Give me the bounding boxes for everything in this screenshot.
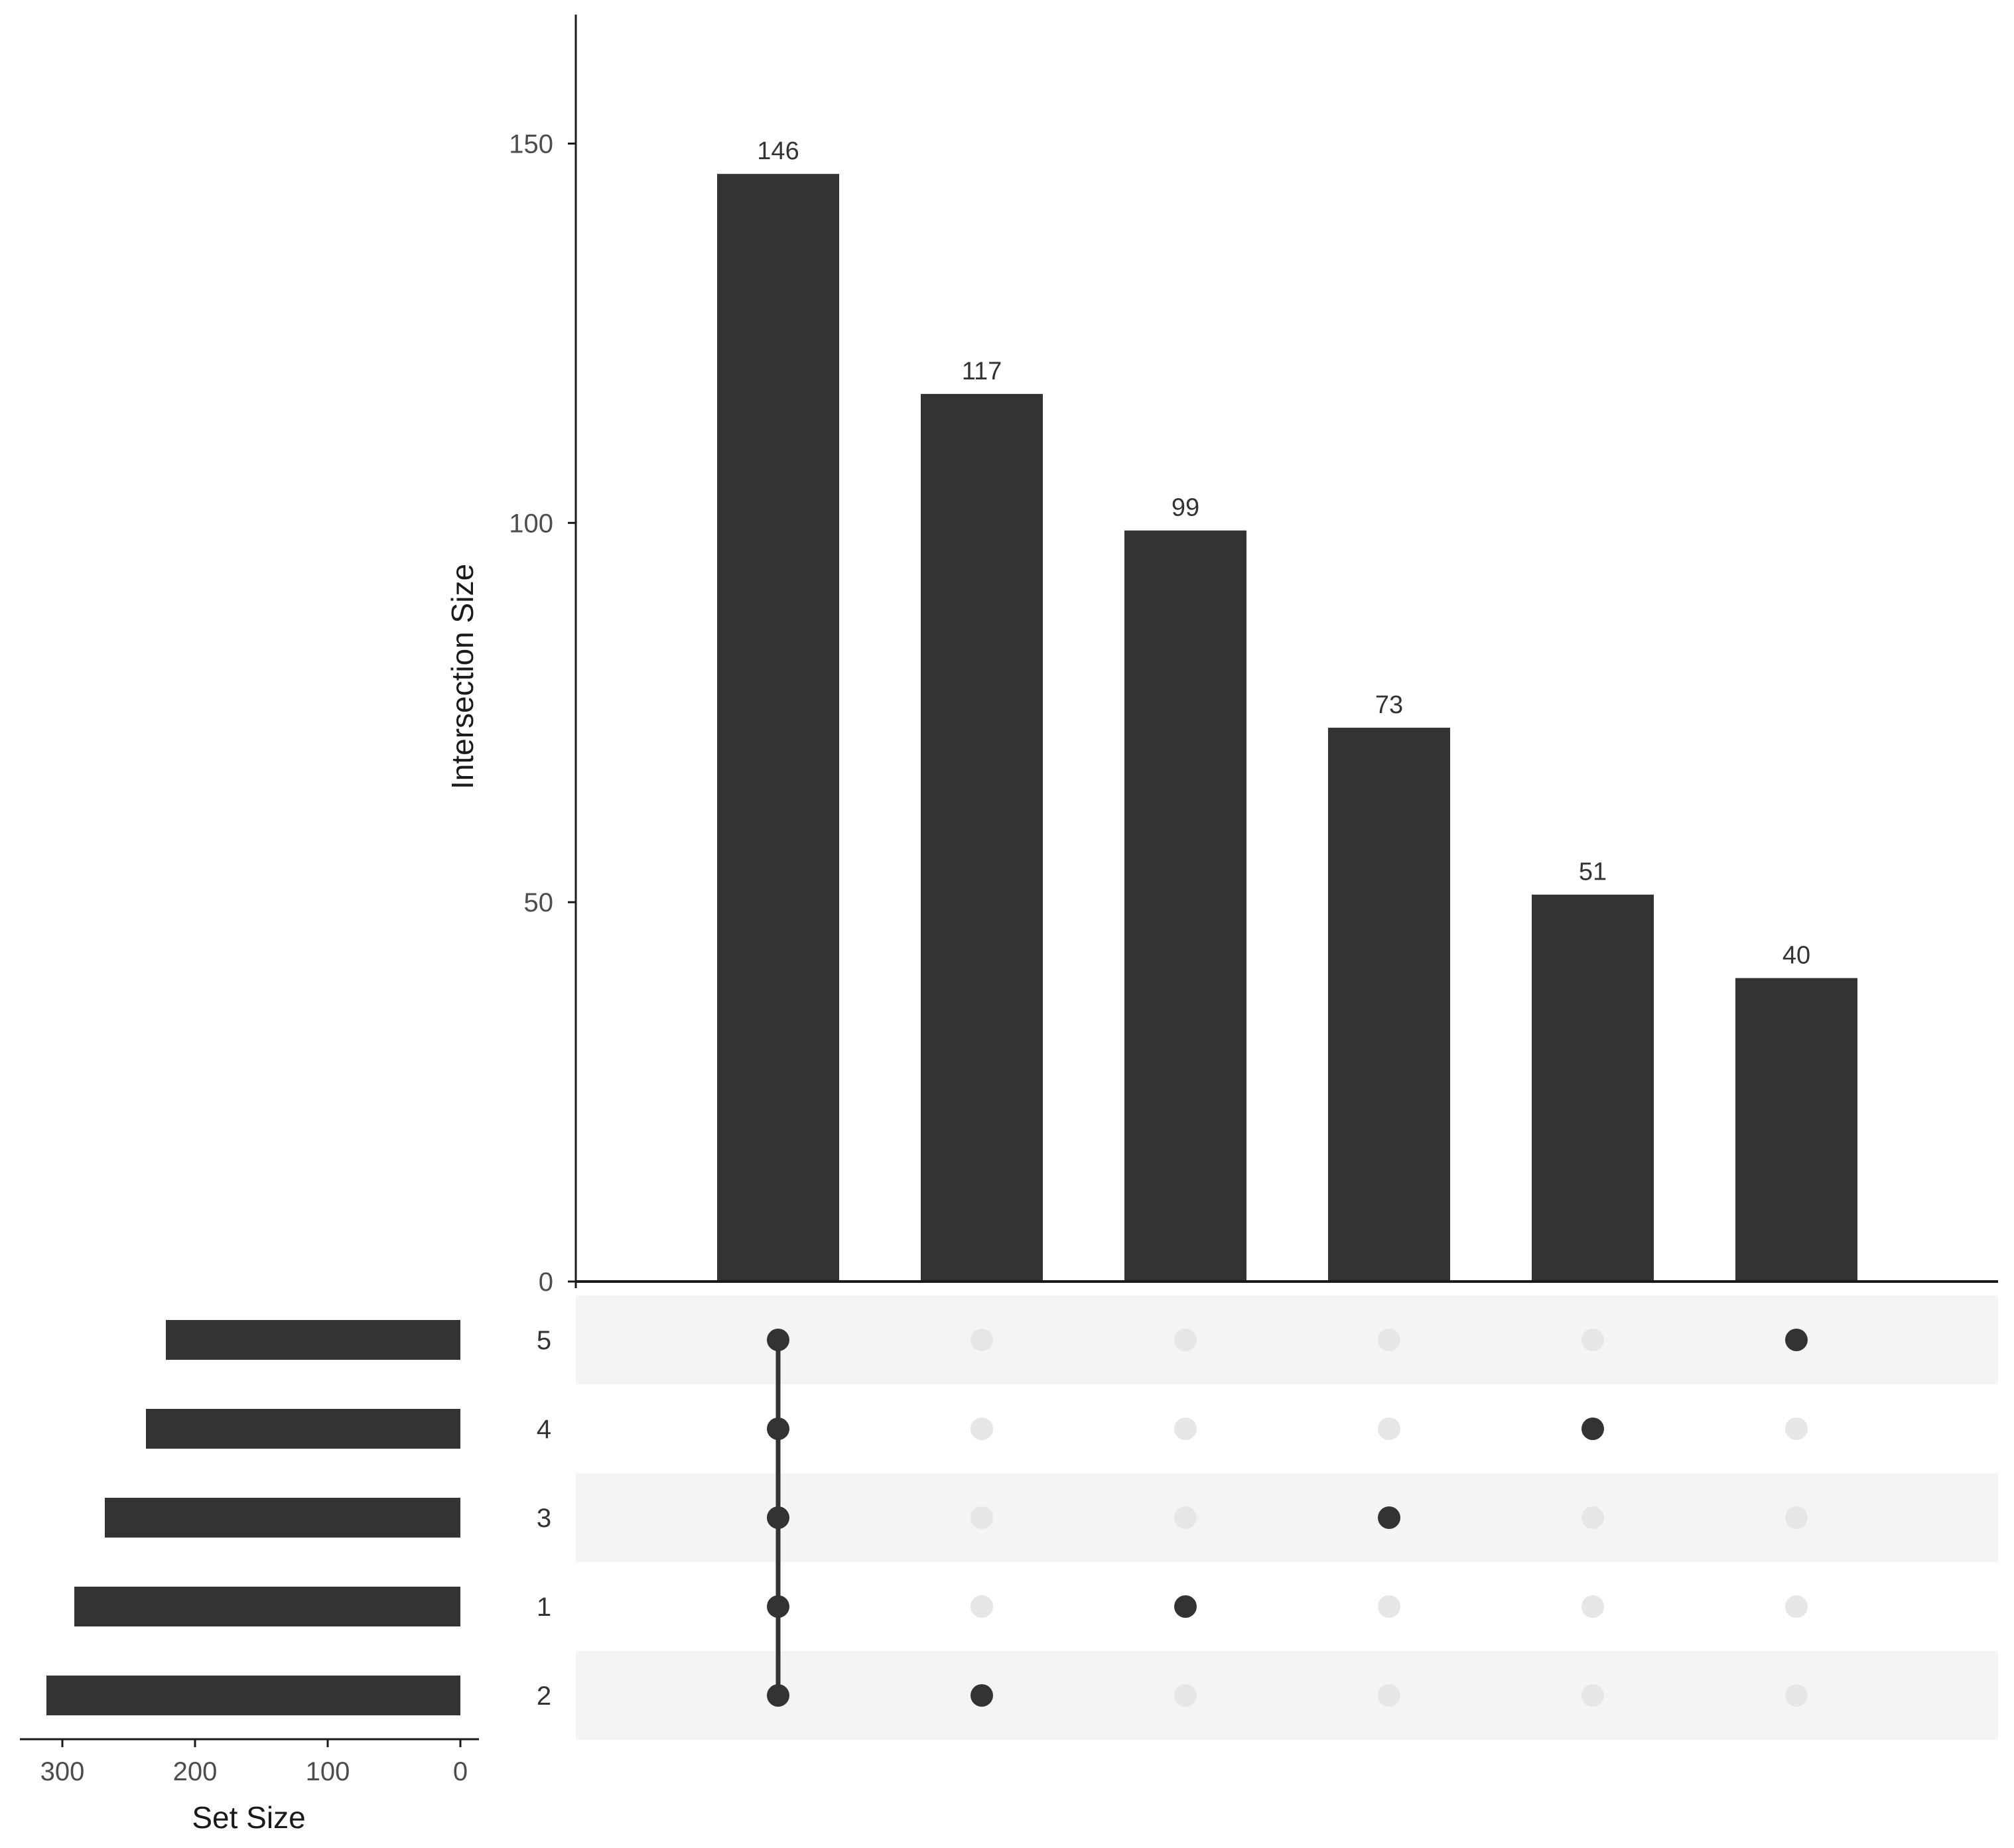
intersection-bars: 146 117 99 73 51 40	[717, 137, 1857, 1282]
intersection-bar-value-label: 99	[1172, 494, 1199, 522]
intersection-axis: 0 50 100 150	[509, 15, 1998, 1297]
set-size-bar	[105, 1498, 460, 1538]
set-label: 3	[537, 1504, 551, 1533]
set-size-axis: 300 200 100 0	[20, 1738, 479, 1786]
matrix-dot-inactive	[1378, 1418, 1400, 1440]
set-size-bar	[46, 1676, 460, 1715]
matrix-row-stripe	[576, 1295, 1998, 1384]
matrix-row-stripe	[576, 1651, 1998, 1740]
set-label: 1	[537, 1593, 551, 1622]
y-tick-label: 0	[539, 1268, 553, 1297]
matrix-row-stripe	[576, 1473, 1998, 1562]
set-size-axis-label: Set Size	[192, 1800, 305, 1835]
intersection-bar	[1124, 530, 1246, 1282]
set-label: 2	[537, 1682, 551, 1711]
y-tick-label: 50	[524, 888, 554, 917]
y-tick-label: 100	[509, 509, 553, 538]
matrix-dot-inactive	[1378, 1595, 1400, 1618]
intersection-bar	[921, 393, 1043, 1282]
matrix-dot-inactive	[1174, 1329, 1197, 1351]
matrix-dot-active	[767, 1418, 789, 1440]
matrix-dot-inactive	[1378, 1329, 1400, 1351]
set-size-bar	[166, 1320, 460, 1360]
matrix-dot-inactive	[1785, 1595, 1808, 1618]
set-size-bar	[146, 1409, 460, 1449]
matrix-dot-inactive	[1785, 1506, 1808, 1529]
intersection-bar-value-label: 73	[1375, 691, 1403, 719]
intersection-bar-value-label: 51	[1579, 858, 1607, 886]
y-tick-label: 150	[509, 129, 553, 159]
set-label: 5	[537, 1326, 551, 1355]
matrix-dot-inactive	[1785, 1418, 1808, 1440]
matrix-dot-inactive	[971, 1595, 993, 1618]
set-size-bar	[74, 1587, 460, 1626]
matrix-dot-inactive	[1174, 1418, 1197, 1440]
matrix-stripes	[576, 1295, 1998, 1740]
set-label: 4	[537, 1415, 551, 1444]
matrix-dot-inactive	[1581, 1595, 1604, 1618]
matrix	[767, 1329, 1808, 1707]
matrix-dot-active	[767, 1506, 789, 1529]
intersection-bar	[1735, 978, 1857, 1282]
intersection-bar-value-label: 117	[962, 358, 1002, 385]
intersection-bar	[1328, 728, 1450, 1282]
matrix-dot-inactive	[971, 1506, 993, 1529]
intersection-bar-value-label: 146	[757, 137, 799, 165]
matrix-dot-active	[767, 1684, 789, 1707]
matrix-dot-inactive	[1785, 1684, 1808, 1707]
matrix-dot-active	[971, 1684, 993, 1707]
set-size-bars	[46, 1320, 460, 1715]
intersection-bar	[1532, 894, 1654, 1282]
matrix-dot-active	[1785, 1329, 1808, 1351]
matrix-dot-active	[1174, 1595, 1197, 1618]
matrix-dot-inactive	[1174, 1506, 1197, 1529]
matrix-dot-active	[1581, 1418, 1604, 1440]
matrix-dot-inactive	[1174, 1684, 1197, 1707]
intersection-size-axis-label: Intersection Size	[445, 564, 480, 789]
matrix-dot-active	[767, 1329, 789, 1351]
set-labels: 5 4 3 1 2	[537, 1326, 551, 1711]
matrix-dot-inactive	[1581, 1506, 1604, 1529]
set-size-tick-label: 300	[40, 1757, 85, 1786]
set-size-tick-label: 0	[453, 1757, 468, 1786]
matrix-dot-inactive	[971, 1418, 993, 1440]
matrix-dot-inactive	[1581, 1329, 1604, 1351]
intersection-bar-value-label: 40	[1782, 942, 1810, 970]
matrix-dot-active	[767, 1595, 789, 1618]
matrix-dot-inactive	[1378, 1684, 1400, 1707]
set-size-tick-label: 100	[306, 1757, 350, 1786]
matrix-dot-inactive	[1581, 1684, 1604, 1707]
matrix-dot-active	[1378, 1506, 1400, 1529]
intersection-bar	[717, 174, 839, 1282]
matrix-dot-inactive	[971, 1329, 993, 1351]
set-size-tick-label: 200	[173, 1757, 218, 1786]
